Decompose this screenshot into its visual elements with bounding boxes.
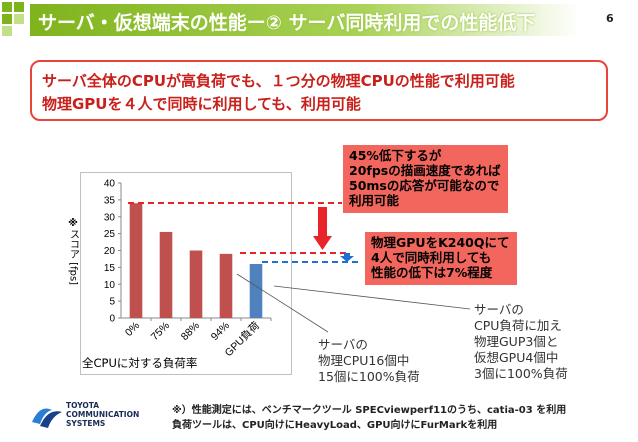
down-arrow-red-icon (313, 207, 332, 250)
callout-line: 50msの応答が可能なので (349, 178, 500, 193)
note-line: 物理GUP3個と (474, 334, 559, 349)
note-cpu-load: サーバの 物理CPU16個中 15個に100%負荷 (318, 337, 420, 385)
note-line: サーバの (474, 302, 524, 317)
company-logo: TOYOTA COMMUNICATION SYSTEMS (30, 402, 139, 434)
y-tick-label: 15 (104, 263, 116, 274)
callout-performance-drop: 45%低下するが 20fpsの描画速度であれば 50msの応答が可能なので 利用… (343, 145, 508, 213)
chart-frame: 0 5 10 15 20 25 30 35 40 0% 75% 88% 94% GPU負荷 (80, 172, 292, 375)
summary-line-1: サーバ全体のCPUが高負荷でも、１つ分の物理CPUの性能で利用可能 (42, 72, 515, 90)
y-axis-label: ※ スコア [fps] (62, 218, 84, 285)
connector-gpu-note (273, 285, 471, 310)
y-tick-label: 40 (104, 179, 116, 190)
callout-line: 性能の低下は7%程度 (371, 265, 493, 280)
decor-square (2, 2, 12, 12)
down-arrow-blue-icon (340, 253, 354, 262)
callout-line: 物理GPUをK240Qにて (371, 235, 510, 250)
note-line: サーバの (318, 337, 368, 352)
callout-gpu-sharing: 物理GPUをK240Qにて 4人で同時利用しても 性能の低下は7%程度 (365, 232, 517, 285)
footnote-line: ※）性能測定には、ベンチマークツール SPECviewperf11のうち、cat… (172, 405, 567, 416)
logo-text: TOYOTA (66, 401, 100, 410)
callout-line: 20fpsの描画速度であれば (349, 163, 501, 178)
summary-box: サーバ全体のCPUが高負荷でも、１つ分の物理CPUの性能で利用可能 物理GPUを… (30, 60, 608, 121)
slide-title: サーバ・仮想端末の性能ー② サーバ同時利用での性能低下 (38, 12, 536, 34)
note-line: 15個に100%負荷 (318, 369, 420, 384)
bar (219, 253, 233, 318)
callout-line: 4人で同時利用しても (371, 250, 492, 265)
bar (129, 203, 143, 318)
y-tick-label: 25 (104, 229, 116, 240)
decor-square (2, 26, 12, 36)
y-axis-mark: ※ (68, 218, 78, 229)
footnote-line: 負荷ツールは、CPU向けにHeavyLoad、GPU向けにFurMarkを利用 (172, 420, 498, 431)
note-line: 物理CPU16個中 (318, 353, 410, 368)
page-number: 6 (606, 12, 614, 25)
note-line: 仮想GPU4個中 (474, 350, 559, 365)
callout-line: 45%低下するが (349, 148, 442, 163)
bar (249, 264, 263, 318)
y-tick-label: 5 (109, 297, 115, 308)
note-gpu-load: サーバの CPU負荷に加え 物理GUP3個と 仮想GPU4個中 3個に100%負… (474, 302, 568, 382)
note-line: CPU負荷に加え (474, 318, 562, 333)
x-axis-title: 全CPUに対する負荷率 (82, 355, 198, 371)
footnote: ※）性能測定には、ベンチマークツール SPECviewperf11のうち、cat… (172, 403, 566, 433)
y-tick-label: 35 (104, 195, 116, 206)
decor-square (14, 2, 24, 12)
y-tick-label: 10 (104, 280, 116, 291)
logo-emblem-icon (32, 408, 62, 428)
bar (159, 231, 173, 318)
note-line: 3個に100%負荷 (474, 366, 568, 381)
logo-text: SYSTEMS (66, 419, 106, 428)
connector-cpu-note (236, 273, 329, 333)
y-tick-label: 20 (104, 246, 116, 257)
bar (189, 250, 203, 318)
summary-line-2: 物理GPUを４人で同時に利用しても、利用可能 (42, 95, 361, 113)
logo-text: COMMUNICATION (66, 410, 140, 419)
decor-square (2, 14, 12, 24)
y-tick-label: 0 (109, 314, 115, 325)
callout-line: 利用可能 (349, 193, 400, 208)
decor-square (14, 14, 24, 24)
y-axis-title: スコア [fps] (67, 229, 79, 286)
y-tick-label: 30 (104, 212, 116, 223)
title-background (30, 4, 580, 36)
title-bar: サーバ・仮想端末の性能ー② サーバ同時利用での性能低下 (0, 0, 580, 42)
